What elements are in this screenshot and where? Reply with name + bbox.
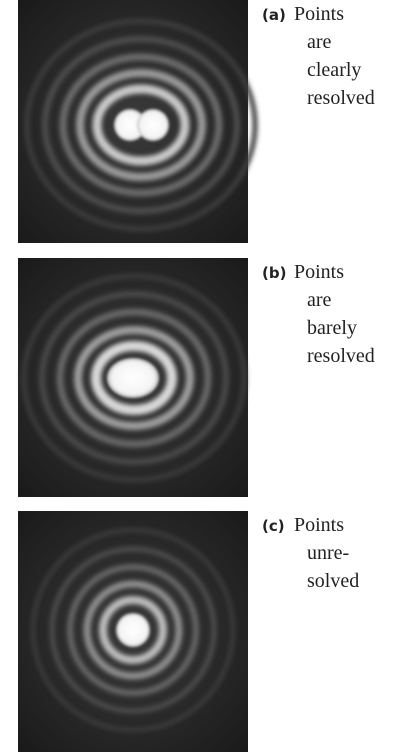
image-a — [18, 0, 255, 243]
panel-label: (b) — [262, 264, 286, 282]
caption-line: unre- — [307, 542, 349, 564]
captions: (a) Points are clearly resolved (b) Points are b… — [262, 3, 375, 592]
image-b — [18, 258, 248, 497]
caption-line: Points — [294, 3, 344, 25]
panel-label: (a) — [262, 6, 286, 24]
caption-line: are — [307, 289, 332, 311]
figure: (a) Points are clearly resolved (b) Points are b… — [0, 0, 412, 752]
caption-line: barely — [307, 317, 357, 339]
panel-label: (c) — [262, 517, 285, 535]
caption-line: resolved — [307, 345, 375, 367]
caption-line: Points — [294, 261, 344, 283]
caption-line: clearly — [307, 59, 361, 81]
caption-line: are — [307, 31, 332, 53]
caption-line: resolved — [307, 87, 375, 109]
image-c — [18, 511, 248, 752]
caption-line: Points — [294, 514, 344, 536]
page: (a) Points are clearly resolved (b) Points are b… — [0, 0, 412, 752]
caption-line: solved — [307, 570, 359, 592]
